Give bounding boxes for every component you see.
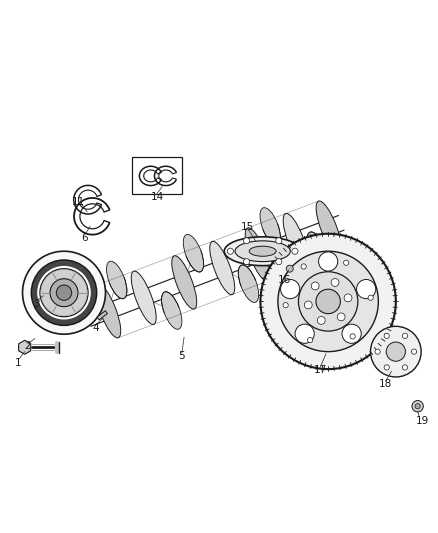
Circle shape	[283, 303, 288, 308]
Ellipse shape	[106, 261, 127, 299]
Circle shape	[403, 333, 408, 338]
Text: 2: 2	[25, 341, 31, 351]
Text: 1: 1	[15, 358, 21, 368]
Text: 14: 14	[150, 192, 164, 201]
Circle shape	[244, 238, 250, 244]
Ellipse shape	[249, 246, 276, 256]
Ellipse shape	[131, 271, 156, 325]
Ellipse shape	[210, 241, 235, 295]
Circle shape	[276, 259, 282, 265]
Circle shape	[50, 279, 78, 306]
Circle shape	[344, 294, 352, 302]
Circle shape	[276, 238, 282, 244]
Circle shape	[331, 279, 339, 286]
Text: 5: 5	[179, 351, 185, 361]
Circle shape	[371, 326, 421, 377]
Circle shape	[316, 289, 340, 313]
Text: 11: 11	[72, 197, 85, 207]
Circle shape	[307, 337, 313, 343]
Circle shape	[357, 279, 376, 298]
Circle shape	[227, 248, 233, 254]
Text: 18: 18	[379, 378, 392, 389]
Ellipse shape	[224, 237, 301, 265]
Circle shape	[350, 334, 355, 339]
Circle shape	[375, 349, 380, 354]
Circle shape	[40, 269, 88, 317]
Ellipse shape	[316, 201, 341, 254]
Circle shape	[317, 317, 325, 324]
Circle shape	[301, 264, 306, 269]
Ellipse shape	[283, 213, 308, 267]
Ellipse shape	[96, 285, 121, 338]
Ellipse shape	[245, 228, 270, 281]
Circle shape	[343, 260, 349, 265]
Circle shape	[403, 365, 408, 370]
Circle shape	[298, 272, 358, 331]
Circle shape	[386, 342, 406, 361]
Circle shape	[304, 301, 312, 309]
Circle shape	[261, 234, 396, 369]
Text: 15: 15	[241, 222, 254, 232]
Polygon shape	[19, 340, 31, 354]
Circle shape	[31, 260, 97, 326]
Circle shape	[281, 279, 300, 298]
Circle shape	[337, 313, 345, 321]
Text: 6: 6	[81, 233, 88, 243]
Circle shape	[295, 324, 314, 343]
Text: 3: 3	[33, 298, 40, 309]
Polygon shape	[97, 311, 107, 320]
Circle shape	[412, 400, 424, 412]
Ellipse shape	[235, 241, 290, 262]
Circle shape	[278, 251, 378, 352]
Circle shape	[318, 252, 338, 271]
Ellipse shape	[307, 232, 327, 270]
Circle shape	[384, 333, 389, 338]
Ellipse shape	[260, 208, 280, 245]
Text: 16: 16	[278, 276, 291, 286]
Ellipse shape	[238, 265, 259, 303]
Circle shape	[415, 403, 420, 409]
Text: 19: 19	[415, 416, 429, 426]
Circle shape	[244, 259, 250, 265]
Circle shape	[22, 251, 106, 334]
Ellipse shape	[172, 256, 197, 309]
Circle shape	[411, 349, 417, 354]
Ellipse shape	[162, 292, 182, 329]
Text: 4: 4	[92, 322, 99, 333]
Circle shape	[311, 282, 319, 290]
Circle shape	[286, 265, 293, 272]
Ellipse shape	[183, 235, 204, 272]
Circle shape	[368, 295, 373, 300]
Text: 17: 17	[314, 366, 327, 375]
Circle shape	[342, 324, 361, 343]
Bar	[132, 157, 182, 195]
Circle shape	[57, 285, 72, 301]
Circle shape	[384, 365, 389, 370]
Circle shape	[292, 248, 298, 254]
